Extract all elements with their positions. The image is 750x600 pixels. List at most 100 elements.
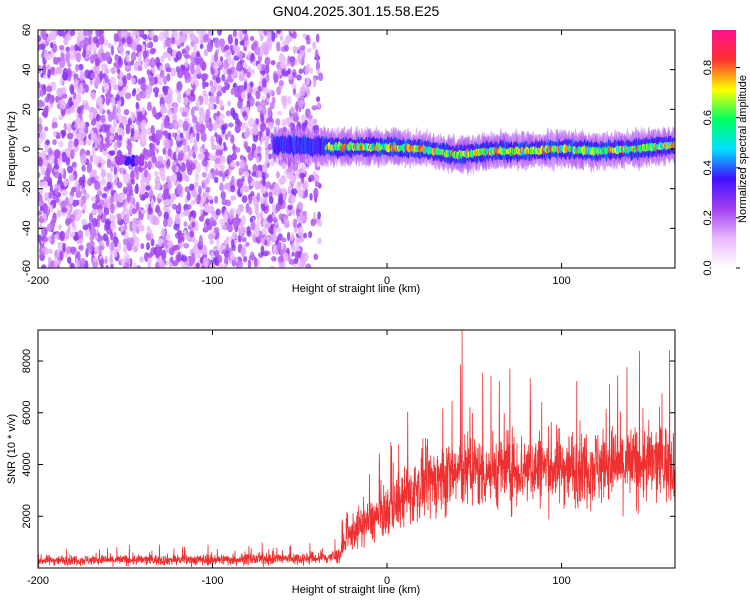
heatmap-cell bbox=[306, 77, 310, 86]
heatmap-cell bbox=[279, 35, 284, 41]
heatmap-cell bbox=[145, 185, 151, 191]
heatmap-cell bbox=[224, 182, 231, 190]
heatmap-cell bbox=[249, 81, 254, 89]
heatmap-cell bbox=[243, 170, 250, 178]
snr-y-ticks: 2000 4000 6000 8000 bbox=[21, 349, 675, 529]
heatmap-cell bbox=[100, 169, 107, 178]
heatmap-cell bbox=[190, 199, 196, 206]
heatmap-cell bbox=[215, 60, 223, 66]
heatmap-cell bbox=[277, 255, 285, 263]
heatmap-cell bbox=[103, 83, 110, 90]
heatmap-cell bbox=[171, 164, 177, 172]
heatmap-cell bbox=[257, 170, 263, 178]
heatmap-cell bbox=[214, 157, 221, 164]
heatmap-cell bbox=[53, 56, 58, 65]
heatmap-cell bbox=[196, 132, 200, 142]
heatmap-cell bbox=[240, 247, 247, 257]
heatmap-cell bbox=[47, 262, 54, 268]
heatmap-cell bbox=[225, 168, 230, 176]
heatmap-cell bbox=[213, 226, 220, 233]
heatmap-cell bbox=[59, 99, 66, 110]
heatmap-cell bbox=[78, 245, 84, 251]
heatmap-cell bbox=[89, 54, 95, 64]
heatmap-cell bbox=[260, 99, 267, 109]
heatmap-cell bbox=[59, 77, 64, 86]
heatmap-cell bbox=[236, 178, 244, 189]
heatmap-cell bbox=[291, 251, 295, 257]
heatmap-cell bbox=[141, 124, 145, 134]
heatmap-cell bbox=[234, 37, 239, 47]
heatmap-cell bbox=[312, 118, 318, 125]
heatmap-cell bbox=[217, 255, 223, 264]
heatmap-cell bbox=[118, 85, 124, 91]
heatmap-cell bbox=[123, 108, 130, 116]
heatmap-cell bbox=[50, 68, 55, 76]
heatmap-cell bbox=[287, 55, 291, 64]
heatmap-cell bbox=[55, 188, 59, 196]
heatmap-cell bbox=[290, 57, 296, 67]
heatmap-cell bbox=[313, 253, 319, 261]
heatmap-cell bbox=[259, 196, 265, 205]
heatmap-cell bbox=[264, 172, 269, 179]
heatmap-cell bbox=[217, 30, 222, 36]
y-tick-label: 4000 bbox=[21, 452, 33, 476]
heatmap-cell bbox=[186, 191, 191, 201]
heatmap-cell bbox=[38, 99, 44, 108]
heatmap-cell bbox=[130, 162, 136, 167]
spectrogram-y-ticks: 60 40 20 0 -20 -40 -60 bbox=[21, 24, 675, 276]
heatmap-cell bbox=[286, 231, 291, 242]
heatmap-cell bbox=[115, 94, 120, 102]
heatmap-cell bbox=[278, 177, 285, 185]
heatmap-cell bbox=[267, 121, 274, 130]
heatmap-cell bbox=[189, 183, 195, 191]
heatmap-cell bbox=[86, 139, 93, 146]
heatmap-cell bbox=[201, 171, 207, 178]
heatmap-cell bbox=[182, 120, 189, 132]
spectrogram-x-axis-label: Height of straight line (km) bbox=[292, 283, 420, 295]
heatmap-cell bbox=[303, 232, 308, 239]
heatmap-cell bbox=[41, 213, 48, 219]
heatmap-cell bbox=[72, 91, 77, 100]
heatmap-cell bbox=[80, 153, 87, 165]
heatmap-cell bbox=[116, 213, 122, 222]
heatmap-cell bbox=[146, 68, 151, 76]
heatmap-cell bbox=[120, 30, 126, 39]
heatmap-cell bbox=[58, 30, 65, 37]
heatmap-cell bbox=[271, 30, 276, 42]
heatmap-cell bbox=[245, 241, 250, 247]
heatmap-cell bbox=[110, 203, 115, 214]
heatmap-cell bbox=[138, 51, 142, 63]
heatmap-cell bbox=[117, 78, 124, 87]
heatmap-cell bbox=[199, 43, 204, 50]
heatmap-cell bbox=[113, 117, 118, 129]
heatmap-cell bbox=[202, 89, 207, 97]
heatmap-cell bbox=[218, 148, 223, 156]
heatmap-cell bbox=[131, 77, 136, 85]
heatmap-cell bbox=[241, 195, 248, 204]
heatmap-cell bbox=[82, 203, 87, 211]
heatmap-cell bbox=[46, 53, 52, 61]
heatmap-cell bbox=[139, 256, 144, 263]
heatmap-cell bbox=[195, 249, 202, 259]
heatmap-cell bbox=[254, 256, 258, 268]
heatmap-cell bbox=[38, 65, 42, 74]
heatmap-cell bbox=[126, 193, 131, 203]
heatmap-cell bbox=[297, 201, 304, 210]
heatmap-cell bbox=[152, 87, 160, 94]
heatmap-cell bbox=[282, 40, 287, 47]
colorbar-tick-label: 0.4 bbox=[702, 160, 714, 175]
heatmap-cell bbox=[116, 68, 121, 75]
heatmap-cell bbox=[117, 193, 124, 204]
heatmap-cell bbox=[156, 247, 161, 255]
heatmap-cell bbox=[179, 132, 184, 139]
heatmap-cell bbox=[116, 127, 124, 136]
heatmap-cell bbox=[47, 248, 53, 254]
heatmap-cell bbox=[130, 170, 135, 181]
heatmap-cell bbox=[220, 155, 227, 165]
heatmap-cell bbox=[185, 89, 191, 96]
heatmap-cell bbox=[259, 210, 264, 220]
heatmap-cell bbox=[222, 212, 229, 221]
heatmap-cell bbox=[133, 63, 139, 72]
heatmap-cell bbox=[267, 143, 274, 151]
heatmap-cell bbox=[214, 195, 219, 204]
